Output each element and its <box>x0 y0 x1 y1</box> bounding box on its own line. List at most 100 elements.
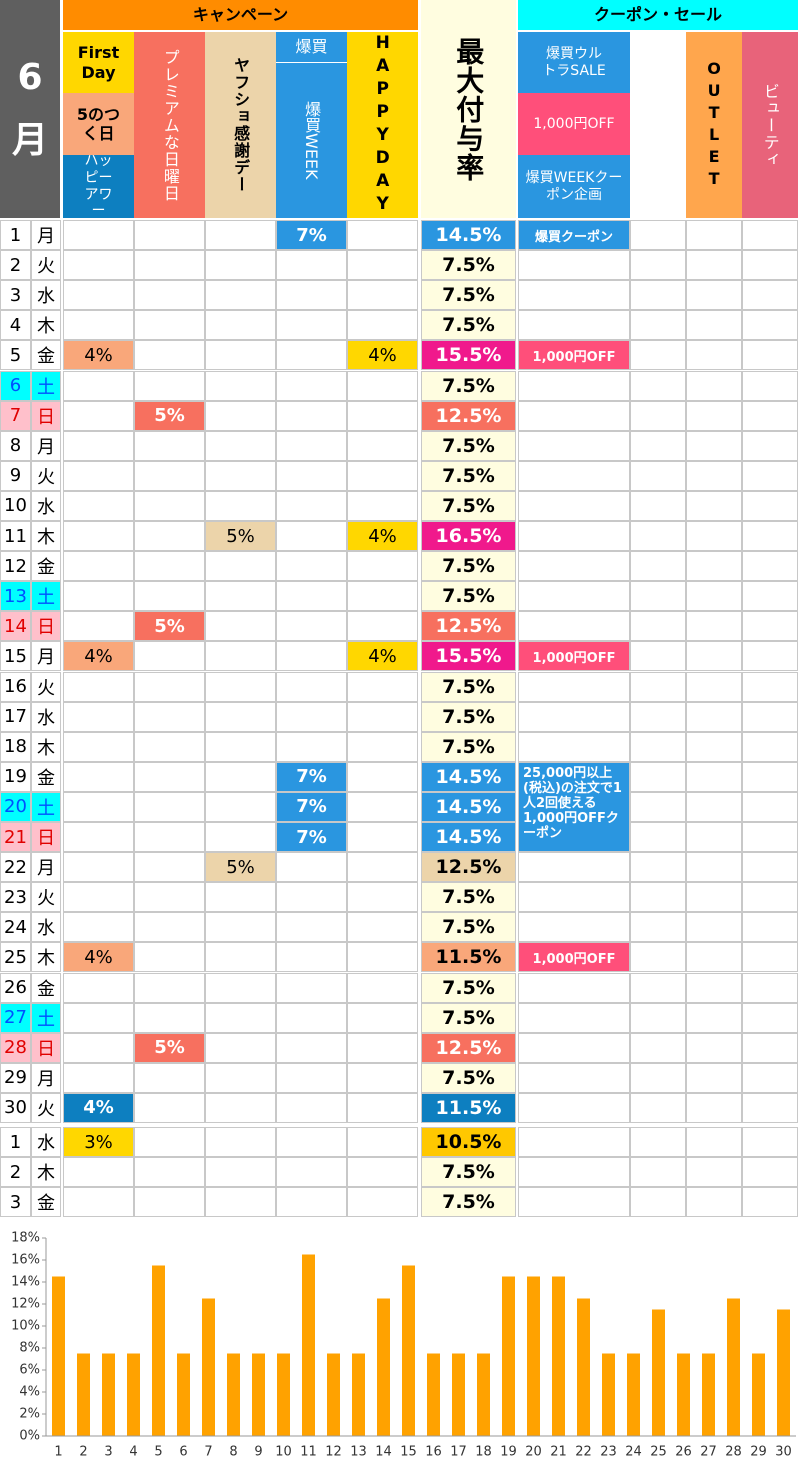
day-number: 6 <box>0 370 31 401</box>
empty-cell <box>205 460 276 491</box>
empty-cell <box>686 1002 742 1033</box>
empty-cell <box>686 791 742 822</box>
empty-cell <box>134 1127 205 1157</box>
empty-cell <box>276 280 347 311</box>
empty-cell <box>518 460 630 491</box>
empty-cell <box>686 611 742 642</box>
empty-cell <box>347 1092 418 1123</box>
empty-cell <box>347 370 418 401</box>
weekday: 月 <box>31 1062 61 1093</box>
empty-cell <box>742 882 798 913</box>
empty-cell <box>276 551 347 582</box>
empty-cell <box>134 370 205 401</box>
empty-cell <box>686 370 742 401</box>
empty-cell <box>686 671 742 702</box>
day-number: 5 <box>0 340 31 371</box>
day-number: 4 <box>0 310 31 341</box>
empty-cell <box>205 1127 276 1157</box>
weekday: 水 <box>31 490 61 521</box>
max-rate-cell: 7.5% <box>421 1187 516 1217</box>
empty-cell <box>347 1032 418 1063</box>
empty-cell <box>518 490 630 521</box>
empty-cell <box>518 1157 630 1187</box>
max-rate-cell: 7.5% <box>421 280 516 311</box>
max-rate-cell: 7.5% <box>421 1002 516 1033</box>
month-box: 6 月 <box>0 0 60 218</box>
empty-cell <box>630 310 686 341</box>
empty-cell <box>630 852 686 883</box>
empty-cell <box>205 400 276 431</box>
bar <box>577 1298 590 1436</box>
empty-cell <box>742 220 798 251</box>
rate-cell: 5% <box>205 521 276 552</box>
x-tick-label: 4 <box>129 1445 137 1460</box>
bar <box>752 1353 765 1436</box>
empty-cell <box>134 340 205 371</box>
empty-cell <box>205 972 276 1003</box>
x-tick-label: 15 <box>400 1445 417 1460</box>
bar <box>127 1353 140 1436</box>
weekday: 火 <box>31 1092 61 1123</box>
empty-cell <box>518 701 630 732</box>
empty-cell <box>686 1092 742 1123</box>
max-rate-cell: 7.5% <box>421 490 516 521</box>
empty-cell <box>630 280 686 311</box>
bakugai-week-header: 爆買WEEK <box>276 63 347 218</box>
empty-cell <box>686 852 742 883</box>
day-number: 3 <box>0 1187 31 1217</box>
empty-cell <box>63 581 134 612</box>
empty-cell <box>630 942 686 973</box>
empty-cell <box>630 1187 686 1217</box>
x-tick-label: 11 <box>300 1445 317 1460</box>
max-rate-cell: 12.5% <box>421 400 516 431</box>
empty-cell <box>518 400 630 431</box>
empty-cell <box>630 490 686 521</box>
rate-cell: 4% <box>63 942 134 973</box>
beauty-header: ビューティ <box>742 32 798 218</box>
weekday: 月 <box>31 852 61 883</box>
empty-cell <box>63 822 134 853</box>
empty-cell <box>630 972 686 1003</box>
bar <box>477 1353 490 1436</box>
month: 6 <box>17 56 43 98</box>
empty-cell <box>347 731 418 762</box>
bar <box>202 1298 215 1436</box>
empty-cell <box>518 611 630 642</box>
empty-cell <box>63 460 134 491</box>
x-tick-label: 2 <box>79 1445 87 1460</box>
empty-cell <box>518 551 630 582</box>
y-tick-label: 14% <box>11 1275 40 1290</box>
day-number: 10 <box>0 490 31 521</box>
empty-cell <box>347 972 418 1003</box>
day-number: 1 <box>0 1127 31 1157</box>
max-rate-cell: 10.5% <box>421 1127 516 1157</box>
empty-cell <box>134 490 205 521</box>
x-tick-label: 17 <box>450 1445 467 1460</box>
empty-cell <box>205 641 276 672</box>
ultra-sale-header: 爆買ウルトラSALE <box>518 32 630 93</box>
weekday: 木 <box>31 731 61 762</box>
empty-cell <box>742 280 798 311</box>
empty-cell <box>205 340 276 371</box>
empty-cell <box>742 1032 798 1063</box>
day-number: 21 <box>0 822 31 853</box>
empty-cell <box>630 731 686 762</box>
x-tick-label: 6 <box>179 1445 187 1460</box>
bar <box>377 1298 390 1436</box>
empty-cell <box>686 400 742 431</box>
bakugai-header: 爆買 <box>276 32 347 62</box>
x-tick-label: 7 <box>204 1445 212 1460</box>
empty-cell <box>134 460 205 491</box>
empty-cell <box>134 942 205 973</box>
rate-cell: 5% <box>205 852 276 883</box>
x-tick-label: 3 <box>104 1445 112 1460</box>
max-rate-cell: 7.5% <box>421 551 516 582</box>
max-rate-cell: 7.5% <box>421 701 516 732</box>
empty-cell <box>518 310 630 341</box>
x-tick-label: 16 <box>425 1445 442 1460</box>
empty-cell <box>134 1187 205 1217</box>
weekday: 火 <box>31 671 61 702</box>
premium-header: プレミアムな日曜日 <box>134 32 205 218</box>
bar <box>702 1353 715 1436</box>
empty-cell <box>205 1187 276 1217</box>
